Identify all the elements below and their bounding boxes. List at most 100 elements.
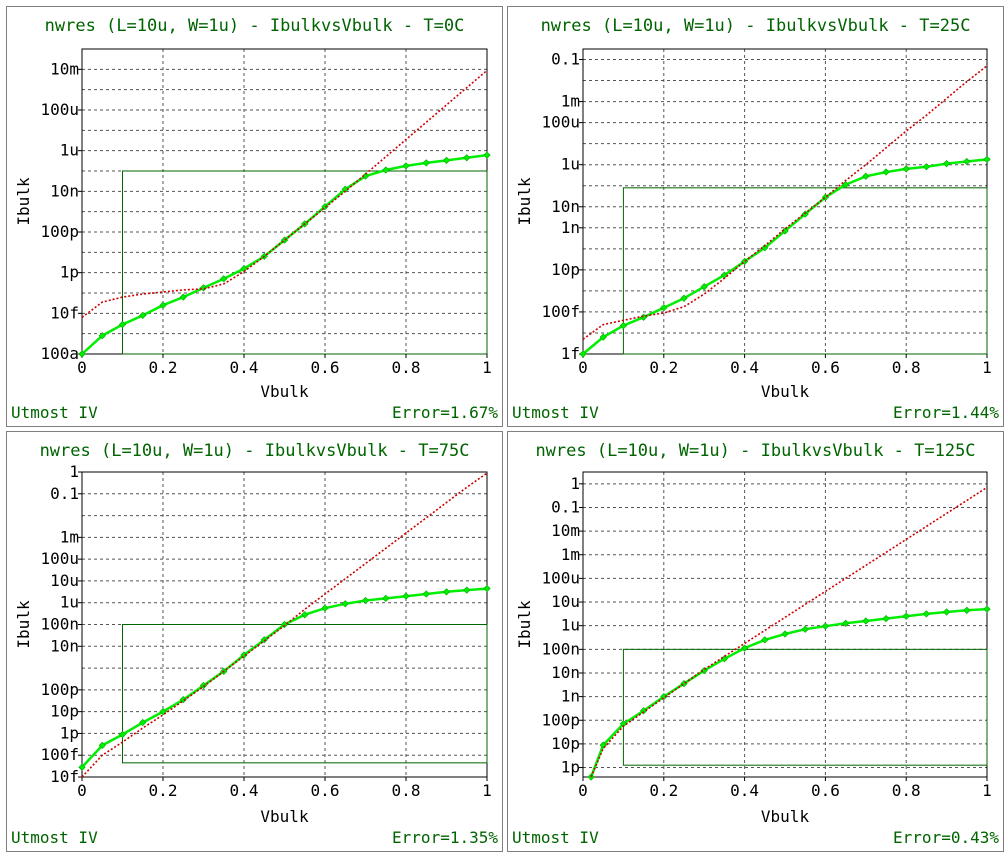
chart-panel-t125c: 0 0.2 0.4 0.6 0.8 1 1 0.1 10m 1m 100u 10u 1u 100n 10n 1…: [507, 431, 1004, 852]
measured-point: [118, 320, 127, 329]
y-axis-label: Ibulk: [515, 177, 534, 226]
tool-name: Utmost IV: [512, 403, 599, 422]
y-tick-label: 1n: [561, 687, 580, 706]
y-tick-label: 100f: [541, 302, 580, 321]
model-curve: [81, 472, 488, 778]
y-tick-label: 1p: [60, 263, 79, 282]
measured-point: [983, 605, 991, 613]
y-tick-label: 1m: [561, 545, 580, 564]
measured-curve: [81, 153, 488, 355]
measured-point: [922, 163, 931, 171]
measured-point: [220, 275, 228, 283]
x-tick-label: 0: [578, 358, 588, 377]
chart-panel-t0c: 0 0.2 0.4 0.6 0.8 1 10m 100u 1u 10n 100p 1p 10f 100a V…: [6, 6, 503, 427]
y-tick-label: 1: [69, 462, 79, 481]
measured-point: [442, 588, 451, 596]
tool-name: Utmost IV: [11, 828, 98, 847]
y-tick-label: 100p: [40, 680, 79, 699]
measured-point: [199, 284, 208, 292]
x-tick-label: 1: [482, 358, 492, 377]
measured-point: [179, 293, 187, 301]
model-curve: [81, 69, 488, 319]
measured-point: [963, 606, 971, 614]
measured-point: [382, 594, 390, 602]
measured-point: [382, 166, 390, 174]
y-tick-label: 100p: [541, 710, 580, 729]
plot-area: 0 0.2 0.4 0.6 0.8 1 10m 100u 1u 10n 100p 1p 10f 100a V…: [14, 48, 492, 401]
measured-point: [841, 181, 850, 189]
measured-curve: [589, 607, 988, 778]
error-value: Error=1.35%: [392, 828, 498, 847]
y-tick-label: 10n: [50, 181, 79, 200]
y-tick-label: 10u: [50, 571, 79, 590]
chart-title: nwres (L=10u, W=1u) - IbulkvsVbulk - T=0…: [44, 16, 465, 36]
y-tick-label: 10f: [50, 303, 79, 322]
y-tick-label: 1m: [561, 92, 580, 111]
measured-point: [78, 350, 86, 358]
measured-point: [139, 718, 147, 727]
x-tick-label: 0.6: [311, 358, 340, 377]
x-tick-label: 0: [578, 781, 588, 800]
measured-point: [963, 157, 971, 166]
y-tick-label: 10n: [551, 663, 580, 682]
measured-point: [801, 210, 809, 218]
x-axis-label: Vbulk: [761, 807, 810, 826]
measured-point: [118, 730, 127, 739]
x-tick-label: 0.4: [730, 358, 759, 377]
measured-point: [98, 741, 106, 750]
x-tick-label: 0.2: [149, 781, 178, 800]
x-tick-label: 0.8: [392, 358, 421, 377]
error-value: Error=1.44%: [893, 403, 999, 422]
x-tick-label: 0.2: [149, 358, 178, 377]
fit-window: [122, 624, 488, 764]
x-tick-label: 0.4: [230, 781, 259, 800]
y-tick-label: 1u: [561, 155, 580, 174]
fit-window: [622, 648, 988, 766]
y-tick-label: 10u: [551, 592, 580, 611]
axes-frame: [81, 48, 488, 355]
chart-title: nwres (L=10u, W=1u) - IbulkvsVbulk - T=1…: [535, 441, 976, 461]
y-tick-label: 10n: [50, 636, 79, 655]
y-tick-label: 100u: [541, 568, 580, 587]
y-tick-label: 10p: [50, 702, 79, 721]
x-tick-label: 0.2: [649, 358, 678, 377]
model-curve: [590, 486, 988, 778]
chart-panel-t25c: 0 0.2 0.4 0.6 0.8 1 0.1 1m 100u 1u 10n 1n 10p 100f 1f V…: [507, 6, 1004, 427]
measured-point: [882, 614, 890, 623]
measured-point: [78, 763, 86, 771]
tool-name: Utmost IV: [512, 828, 599, 847]
y-axis-label: Ibulk: [515, 600, 534, 649]
measured-point: [680, 294, 688, 302]
y-axis-label: Ibulk: [14, 600, 33, 649]
y-tick-label: 100u: [541, 113, 580, 132]
measured-point: [599, 333, 607, 341]
x-tick-label: 0.8: [892, 781, 921, 800]
y-tick-label: 1m: [60, 527, 79, 546]
error-value: Error=1.67%: [392, 403, 498, 422]
measured-point: [321, 604, 329, 612]
y-tick-label: 1: [570, 474, 580, 493]
measured-point: [761, 636, 769, 644]
y-tick-label: 10f: [50, 767, 79, 786]
measured-point: [442, 156, 451, 165]
y-tick-label: 1p: [561, 758, 580, 777]
measured-point: [781, 630, 789, 638]
y-tick-label: 1p: [60, 723, 79, 742]
x-tick-label: 1: [982, 358, 992, 377]
y-tick-label: 10m: [50, 59, 79, 78]
y-tick-label: 0.1: [551, 497, 580, 516]
measured-point: [619, 321, 628, 330]
plot-area: 0 0.2 0.4 0.6 0.8 1 0.1 1m 100u 1u 10n 1n 10p 100f 1f V…: [515, 48, 992, 401]
model-curve: [582, 65, 988, 340]
measured-point: [463, 154, 471, 162]
y-tick-label: 100a: [40, 344, 79, 363]
measured-point: [587, 773, 595, 781]
measured-point: [922, 610, 931, 618]
measured-point: [179, 696, 187, 704]
measured-point: [341, 600, 349, 608]
y-tick-label: 1f: [561, 344, 580, 363]
measured-curve: [81, 587, 488, 769]
x-tick-label: 0.6: [811, 781, 840, 800]
x-axis-label: Vbulk: [260, 382, 309, 401]
measured-point: [402, 592, 410, 600]
